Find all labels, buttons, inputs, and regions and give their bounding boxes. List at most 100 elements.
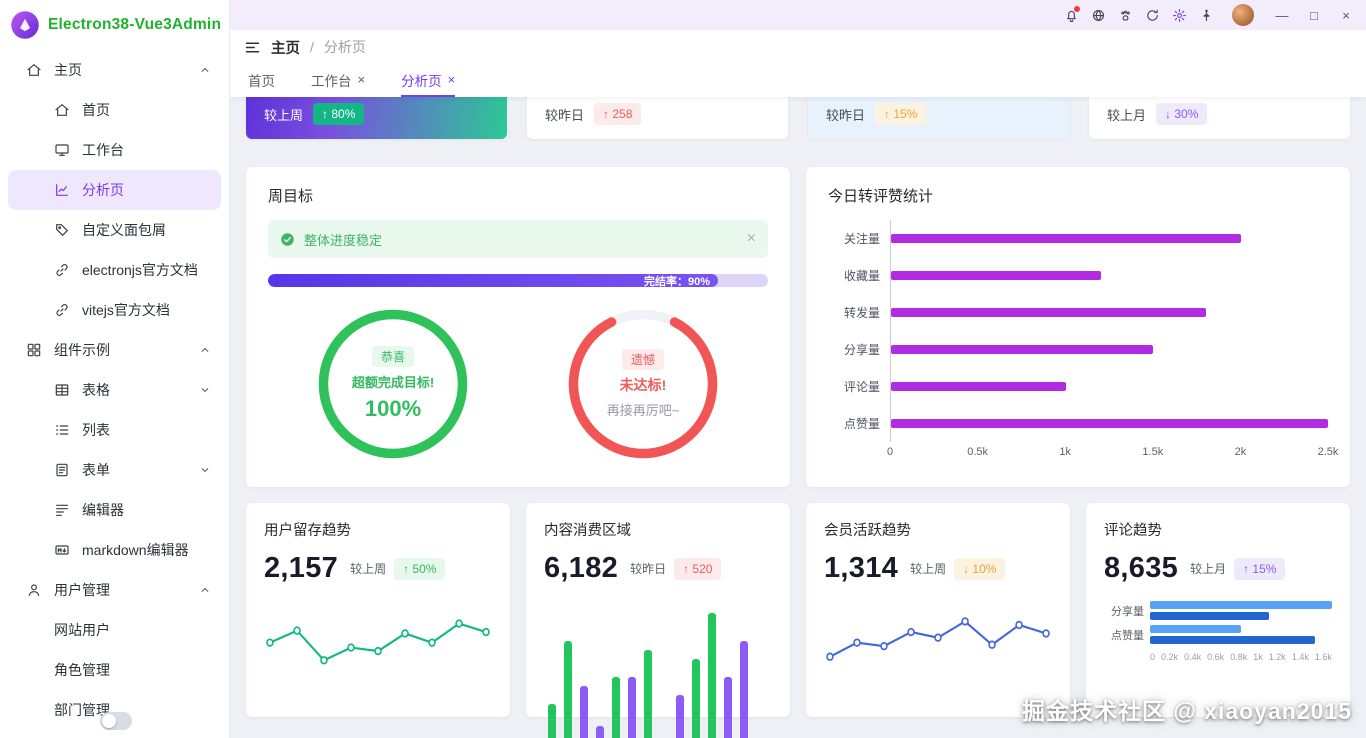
user-avatar[interactable] [1232, 4, 1254, 26]
bar-category-label: 评论量 [843, 380, 880, 394]
ring-line1: 未达标! [619, 377, 667, 393]
x-tick-label: 0.2k [1161, 652, 1179, 662]
mini-chart [544, 595, 772, 738]
tab-close-icon[interactable]: × [447, 72, 456, 87]
toggle-knob [102, 714, 116, 728]
success-alert: 整体进度稳定 × [268, 220, 768, 258]
pin-icon[interactable] [1193, 2, 1220, 28]
mini-stat-card: 内容消费区域 6,182 较昨日 ↑ 520 [526, 503, 790, 738]
mini-stat-card: 评论趋势 8,635 较上月 ↑ 15% 分享量 点赞量 0 0.2k 0.4k 0.6k… [1086, 503, 1350, 717]
stat-pill: ↑ 80% [313, 103, 365, 125]
sidebar-item[interactable]: markdown编辑器 [0, 530, 229, 570]
alert-close-icon[interactable]: × [746, 230, 756, 247]
tab-1[interactable]: 工作台 × [311, 64, 365, 97]
bar [1150, 636, 1315, 644]
sidebar-item[interactable]: 分析页 [8, 170, 221, 210]
hamburger-icon[interactable] [244, 39, 261, 56]
bar [580, 686, 588, 738]
stat-label: 较上周 [264, 107, 304, 123]
tab-close-icon[interactable]: × [357, 72, 366, 87]
bar [724, 676, 732, 738]
sidebar-item-label: 部门管理 [54, 702, 110, 718]
breadcrumb-current: 分析页 [323, 39, 366, 55]
sidebar-item[interactable]: 部门管理 [0, 690, 229, 730]
bar [612, 676, 620, 738]
weekly-goal-card: 周目标 整体进度稳定 × 完结率：90% [246, 167, 790, 487]
sidebar-item-label: 自定义面包屑 [82, 222, 166, 238]
bar-row: 评论量 [828, 368, 1328, 405]
sidebar-item[interactable]: 组件示例 [0, 330, 229, 370]
sidebar-item[interactable]: 角色管理 [0, 650, 229, 690]
bar-row: 转发量 [828, 294, 1328, 331]
tag-icon [54, 222, 70, 238]
x-axis: 0 0.5k 1k 1.5k 2k 2.5k [887, 446, 1338, 464]
main-content: 较上周 ↑ 80% 较昨日 ↑ 258 较昨日 ↑ 15% 较上月 ↓ 30% 周目标 整体进… [230, 97, 1366, 738]
alert-text: 整体进度稳定 [304, 232, 383, 248]
sidebar-item[interactable]: 首页 [0, 90, 229, 130]
logo: Electron38-Vue3Admin [0, 0, 229, 50]
bar [676, 695, 684, 738]
bar-row: 分享量 [828, 331, 1328, 368]
bar [891, 308, 1206, 317]
goal-ring: 恭喜 超额完成目标! 100% [314, 305, 472, 463]
card-title: 内容消费区域 [544, 523, 631, 539]
form-icon [54, 462, 70, 478]
chevron-up-icon [199, 584, 211, 596]
house-icon [54, 102, 70, 118]
link-icon [54, 262, 70, 278]
breadcrumb-root[interactable]: 主页 [271, 40, 300, 57]
bell-icon[interactable] [1058, 2, 1085, 28]
stat-label: 较昨日 [826, 107, 866, 123]
refresh-icon[interactable] [1139, 2, 1166, 28]
card-title: 今日转评赞统计 [828, 188, 934, 205]
stat-pill: ↓ 30% [1156, 103, 1208, 125]
sidebar-item[interactable]: 编辑器 [0, 490, 229, 530]
close-button[interactable]: × [1342, 7, 1350, 23]
horizontal-bar-chart: 关注量 收藏量 转发量 分享量 评论量 点赞量 0 0.5k 1k 1.5k 2k 2.5k [828, 220, 1338, 464]
tab-2[interactable]: 分析页 × [401, 64, 456, 97]
components-icon [26, 342, 42, 358]
stat-label: 较上周 [350, 562, 387, 576]
main-column: — □ × 主页 / 分析页 首页 工作台 × 分析页 × 较上周 ↑ 80% 较昨日 ↑ 258… [230, 0, 1366, 738]
mini-cards-row: 用户留存趋势 2,157 较上周 ↑ 50% 内容消费区域 6,182 较昨日 … [246, 503, 1350, 738]
bar [628, 676, 636, 738]
sidebar-item-label: vitejs官方文档 [82, 302, 170, 318]
x-tick-label: 0 [1150, 652, 1156, 662]
sidebar-item[interactable]: 网站用户 [0, 610, 229, 650]
sidebar-item[interactable]: 表单 [0, 450, 229, 490]
x-tick-label: 2k [1234, 446, 1247, 458]
sidebar-item[interactable]: 自定义面包屑 [0, 210, 229, 250]
minimize-button[interactable]: — [1275, 7, 1289, 23]
settings-icon[interactable] [1166, 2, 1193, 28]
theme-icon[interactable] [1112, 2, 1139, 28]
language-icon[interactable] [1085, 2, 1112, 28]
window-controls: — □ × [1266, 2, 1362, 28]
tab-0[interactable]: 首页 [248, 64, 275, 97]
bar-row: 点赞量 [1104, 625, 1332, 644]
titlebar: — □ × [230, 0, 1366, 30]
ring-svg [318, 309, 468, 459]
sidebar-item[interactable]: 主页 [0, 50, 229, 90]
maximize-button[interactable]: □ [1310, 7, 1318, 23]
sidebar-item[interactable]: 列表 [0, 410, 229, 450]
mini-stat-card: 用户留存趋势 2,157 较上周 ↑ 50% [246, 503, 510, 717]
sidebar-item[interactable]: electronjs官方文档 [0, 250, 229, 290]
home-icon [26, 62, 42, 78]
sidebar-collapse-toggle[interactable] [100, 712, 132, 730]
mini-chart: 分享量 点赞量 0 0.2k 0.4k 0.6k 0.8k 1k 1.2k 1.4k 1.6k [1104, 595, 1332, 681]
ring-line2: 100% [364, 396, 422, 421]
sidebar-item-label: 分析页 [82, 182, 124, 198]
sidebar-item[interactable]: 表格 [0, 370, 229, 410]
ring-badge: 恭喜 [371, 346, 414, 367]
sidebar-item[interactable]: vitejs官方文档 [0, 290, 229, 330]
bar [891, 419, 1328, 428]
notification-badge [1074, 6, 1080, 12]
sidebar-item[interactable]: 用户管理 [0, 570, 229, 610]
sidebar-item[interactable]: 工作台 [0, 130, 229, 170]
sidebar-item-label: electronjs官方文档 [82, 262, 198, 278]
x-tick-label: 1.6k [1314, 652, 1332, 662]
app-title: Electron38-Vue3Admin [48, 16, 222, 33]
markdown-icon [54, 542, 70, 558]
titlebar-icons [1058, 2, 1220, 28]
